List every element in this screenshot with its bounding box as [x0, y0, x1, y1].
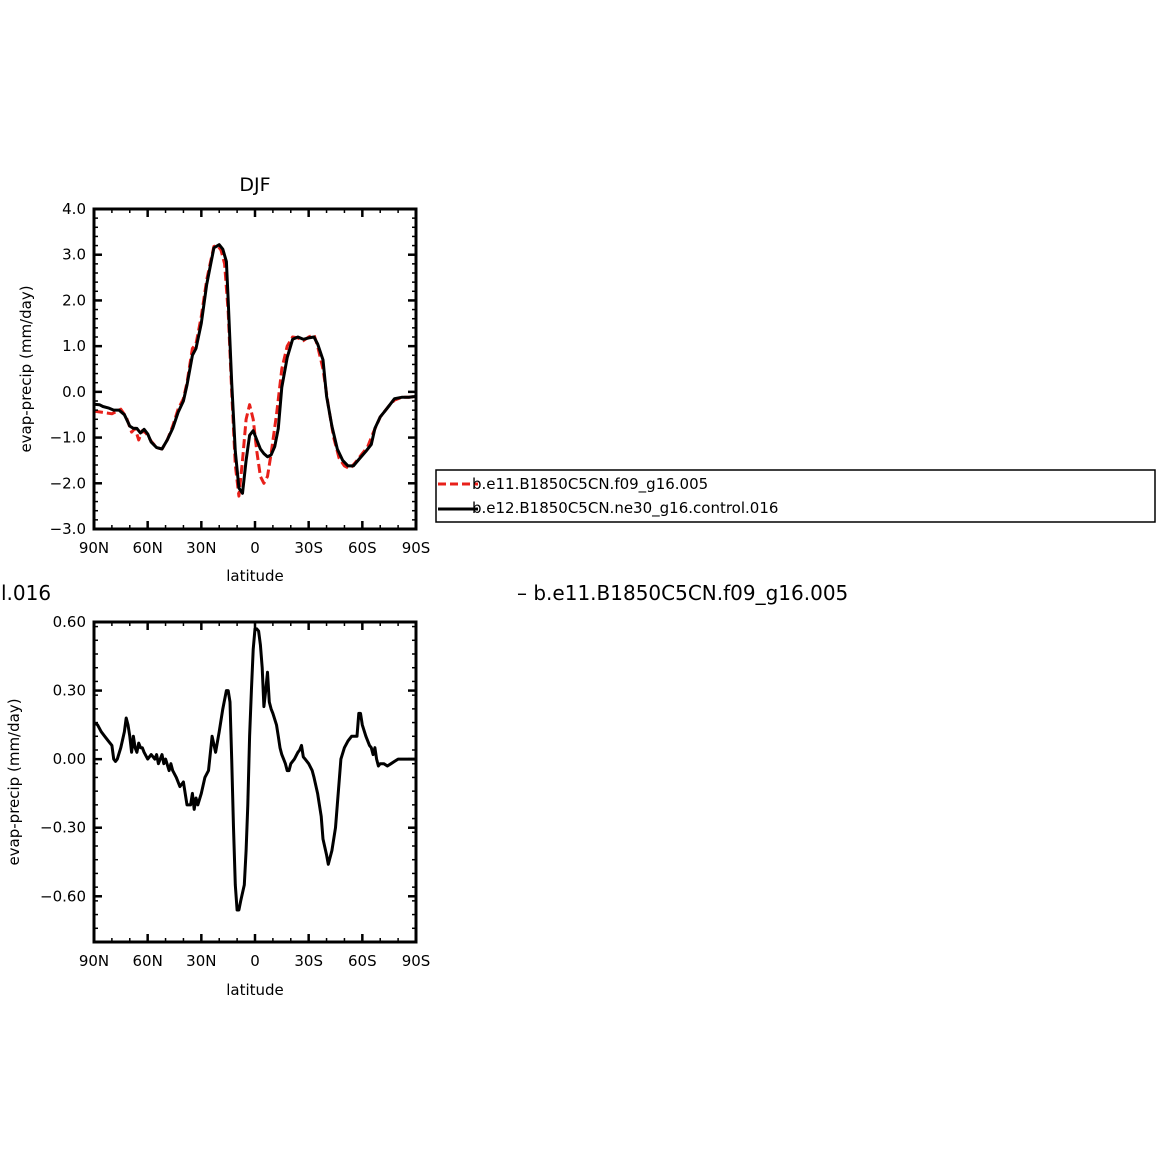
x-tick-label: 0: [250, 539, 260, 557]
bottom-y-axis-label: evap-precip (mm/day): [5, 698, 23, 865]
top-chart: DJF −3.0 −2.0 −1.0 0.0 1.0 2.0 3.0 4.0 90N 60N 30…: [17, 174, 430, 585]
bottom-chart-title-right: – b.e11.B1850C5CN.f09_g16.005: [517, 581, 848, 605]
top-y-axis: −3.0 −2.0 −1.0 0.0 1.0 2.0 3.0 4.0: [50, 200, 416, 538]
series-line-2: [93, 243, 417, 495]
x-tick-label: 30N: [186, 952, 216, 970]
y-tick-label: 3.0: [62, 246, 86, 264]
y-tick-label: −0.60: [40, 887, 86, 905]
legend-item-1: b.e11.B1850C5CN.f09_g16.005: [472, 475, 708, 494]
top-plot-frame: [92, 207, 418, 531]
top-y-axis-label: evap-precip (mm/day): [17, 285, 35, 452]
legend-box: [435, 469, 1156, 523]
bottom-y-axis: −0.60 −0.30 0.00 0.30 0.60: [40, 613, 416, 943]
x-tick-label: 30S: [294, 539, 323, 557]
y-tick-label: 0.60: [53, 613, 86, 631]
x-tick-label: 60S: [348, 952, 377, 970]
y-tick-label: 0.0: [62, 383, 86, 401]
x-tick-label: 90N: [79, 539, 109, 557]
bottom-series-layer: [93, 627, 416, 912]
x-tick-label: 60N: [133, 539, 163, 557]
y-tick-label: −1.0: [50, 429, 86, 447]
y-tick-label: 2.0: [62, 291, 86, 309]
bottom-x-axis: 90N 60N 30N 0 30S 60S 90S: [79, 622, 430, 970]
bottom-plot-frame: [92, 620, 418, 944]
bottom-chart: −0.60−0.300.000.300.60 90N 60N 30N 0 30S 60S 9…: [5, 613, 430, 999]
y-tick-label: 1.0: [62, 337, 86, 355]
x-tick-label: 60S: [348, 539, 377, 557]
y-tick-label: 0.30: [53, 682, 86, 700]
y-tick-label: 4.0: [62, 200, 86, 218]
series-line-1: [93, 627, 416, 912]
series-line-1: [93, 244, 417, 498]
bottom-chart-title-left: l.016: [1, 581, 51, 605]
bottom-x-axis-label: latitude: [226, 981, 284, 999]
y-tick-label: −2.0: [50, 474, 86, 492]
top-x-axis: 90N 60N 30N 0 30S 60S 90S: [79, 209, 430, 557]
x-tick-label: 90N: [79, 952, 109, 970]
x-tick-label: 30N: [186, 539, 216, 557]
top-chart-title: DJF: [239, 174, 270, 196]
x-tick-label: 90S: [402, 539, 431, 557]
legend-item-2: b.e12.B1850C5CN.ne30_g16.control.016: [472, 499, 778, 518]
x-tick-label: 30S: [294, 952, 323, 970]
x-tick-label: 0: [250, 952, 260, 970]
x-tick-label: 90S: [402, 952, 431, 970]
y-tick-label: −0.30: [40, 819, 86, 837]
y-tick-label: 0.00: [53, 750, 86, 768]
x-tick-label: 60N: [133, 952, 163, 970]
y-tick-label: −3.0: [50, 520, 86, 538]
top-series-layer: [93, 243, 417, 498]
top-x-axis-label: latitude: [226, 567, 284, 585]
legend: b.e11.B1850C5CN.f09_g16.005 b.e12.B1850C…: [435, 469, 1156, 523]
